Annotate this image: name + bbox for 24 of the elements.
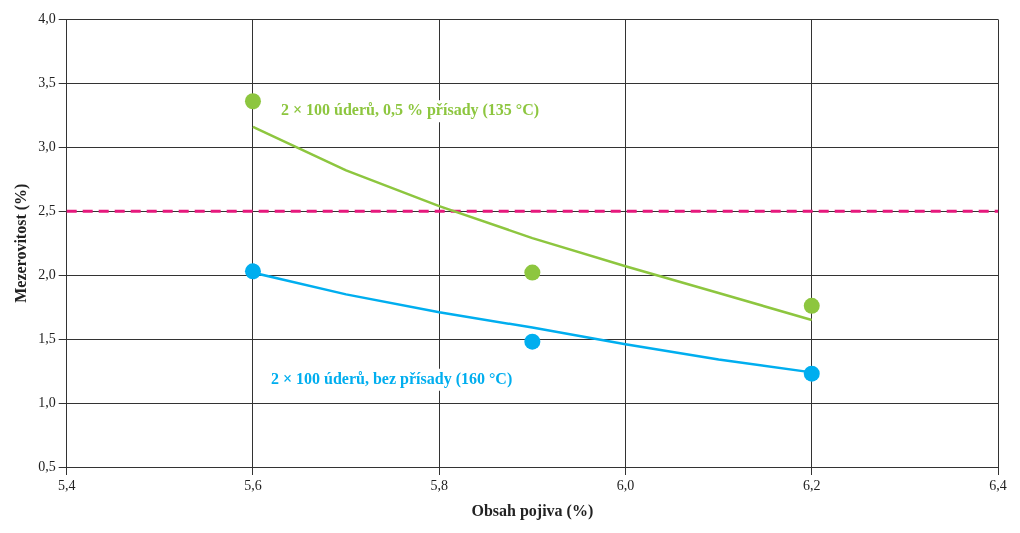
- y-tick-label: 3,0: [38, 138, 56, 154]
- x-tick-label: 6,2: [802, 478, 821, 494]
- point: [803, 297, 820, 314]
- point: [524, 333, 541, 350]
- x-tick-label: 5,4: [57, 478, 76, 494]
- x-axis-title: Obsah pojiva (%): [471, 501, 594, 520]
- y-tick-label: 1,5: [38, 330, 56, 346]
- point: [803, 365, 820, 382]
- point: [244, 93, 261, 110]
- x-tick-label: 6,0: [616, 478, 635, 494]
- y-tick-label: 1,0: [38, 394, 56, 410]
- y-tick-label: 2,0: [38, 266, 56, 282]
- x-tick-label: 5,8: [430, 478, 448, 494]
- series-label: 2 × 100 úderů, 0,5 % přísady (135 °C): [280, 101, 540, 120]
- y-tick-label: 3,5: [38, 75, 56, 91]
- point: [524, 264, 541, 281]
- point: [244, 263, 261, 280]
- y-tick-label: 0,5: [38, 458, 56, 474]
- x-tick-label: 6,4: [989, 478, 1007, 494]
- y-tick-label: 4,0: [38, 11, 56, 27]
- y-tick-label: 2,5: [38, 202, 56, 218]
- series-label: 2 × 100 úderů, bez přísady (160 °C): [270, 369, 513, 388]
- y-axis-title: Mezerovitost (%): [11, 183, 30, 303]
- x-tick-label: 5,6: [244, 478, 262, 494]
